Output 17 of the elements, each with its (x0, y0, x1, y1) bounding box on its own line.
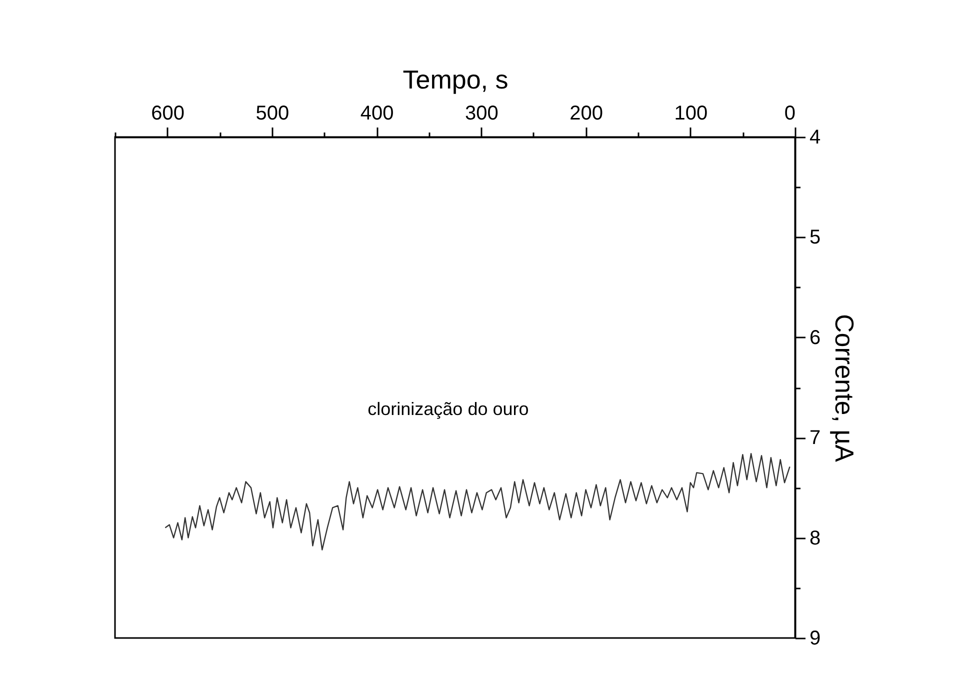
y-tick-label: 7 (810, 427, 821, 450)
y-tick-label: 9 (810, 628, 821, 650)
x-tick-label: 500 (256, 102, 290, 124)
y-tick-label: 6 (810, 326, 821, 349)
x-tick-label: 200 (570, 102, 603, 124)
annotation: clorinização do ouro (368, 399, 529, 420)
x-axis-title: Tempo, s (402, 64, 508, 94)
x-tick-label: 100 (674, 102, 708, 124)
line-series (164, 453, 790, 550)
x-tick-label: 600 (151, 102, 184, 124)
y-tick-label: 5 (810, 226, 821, 249)
x-tick-label: 0 (784, 102, 796, 124)
y-tick-label: 4 (810, 126, 821, 148)
x-tick-label: 400 (360, 102, 394, 124)
x-tick-label: 300 (464, 102, 498, 124)
y-axis-title: Corrente, µA (830, 314, 860, 463)
y-tick-label: 8 (810, 527, 821, 550)
